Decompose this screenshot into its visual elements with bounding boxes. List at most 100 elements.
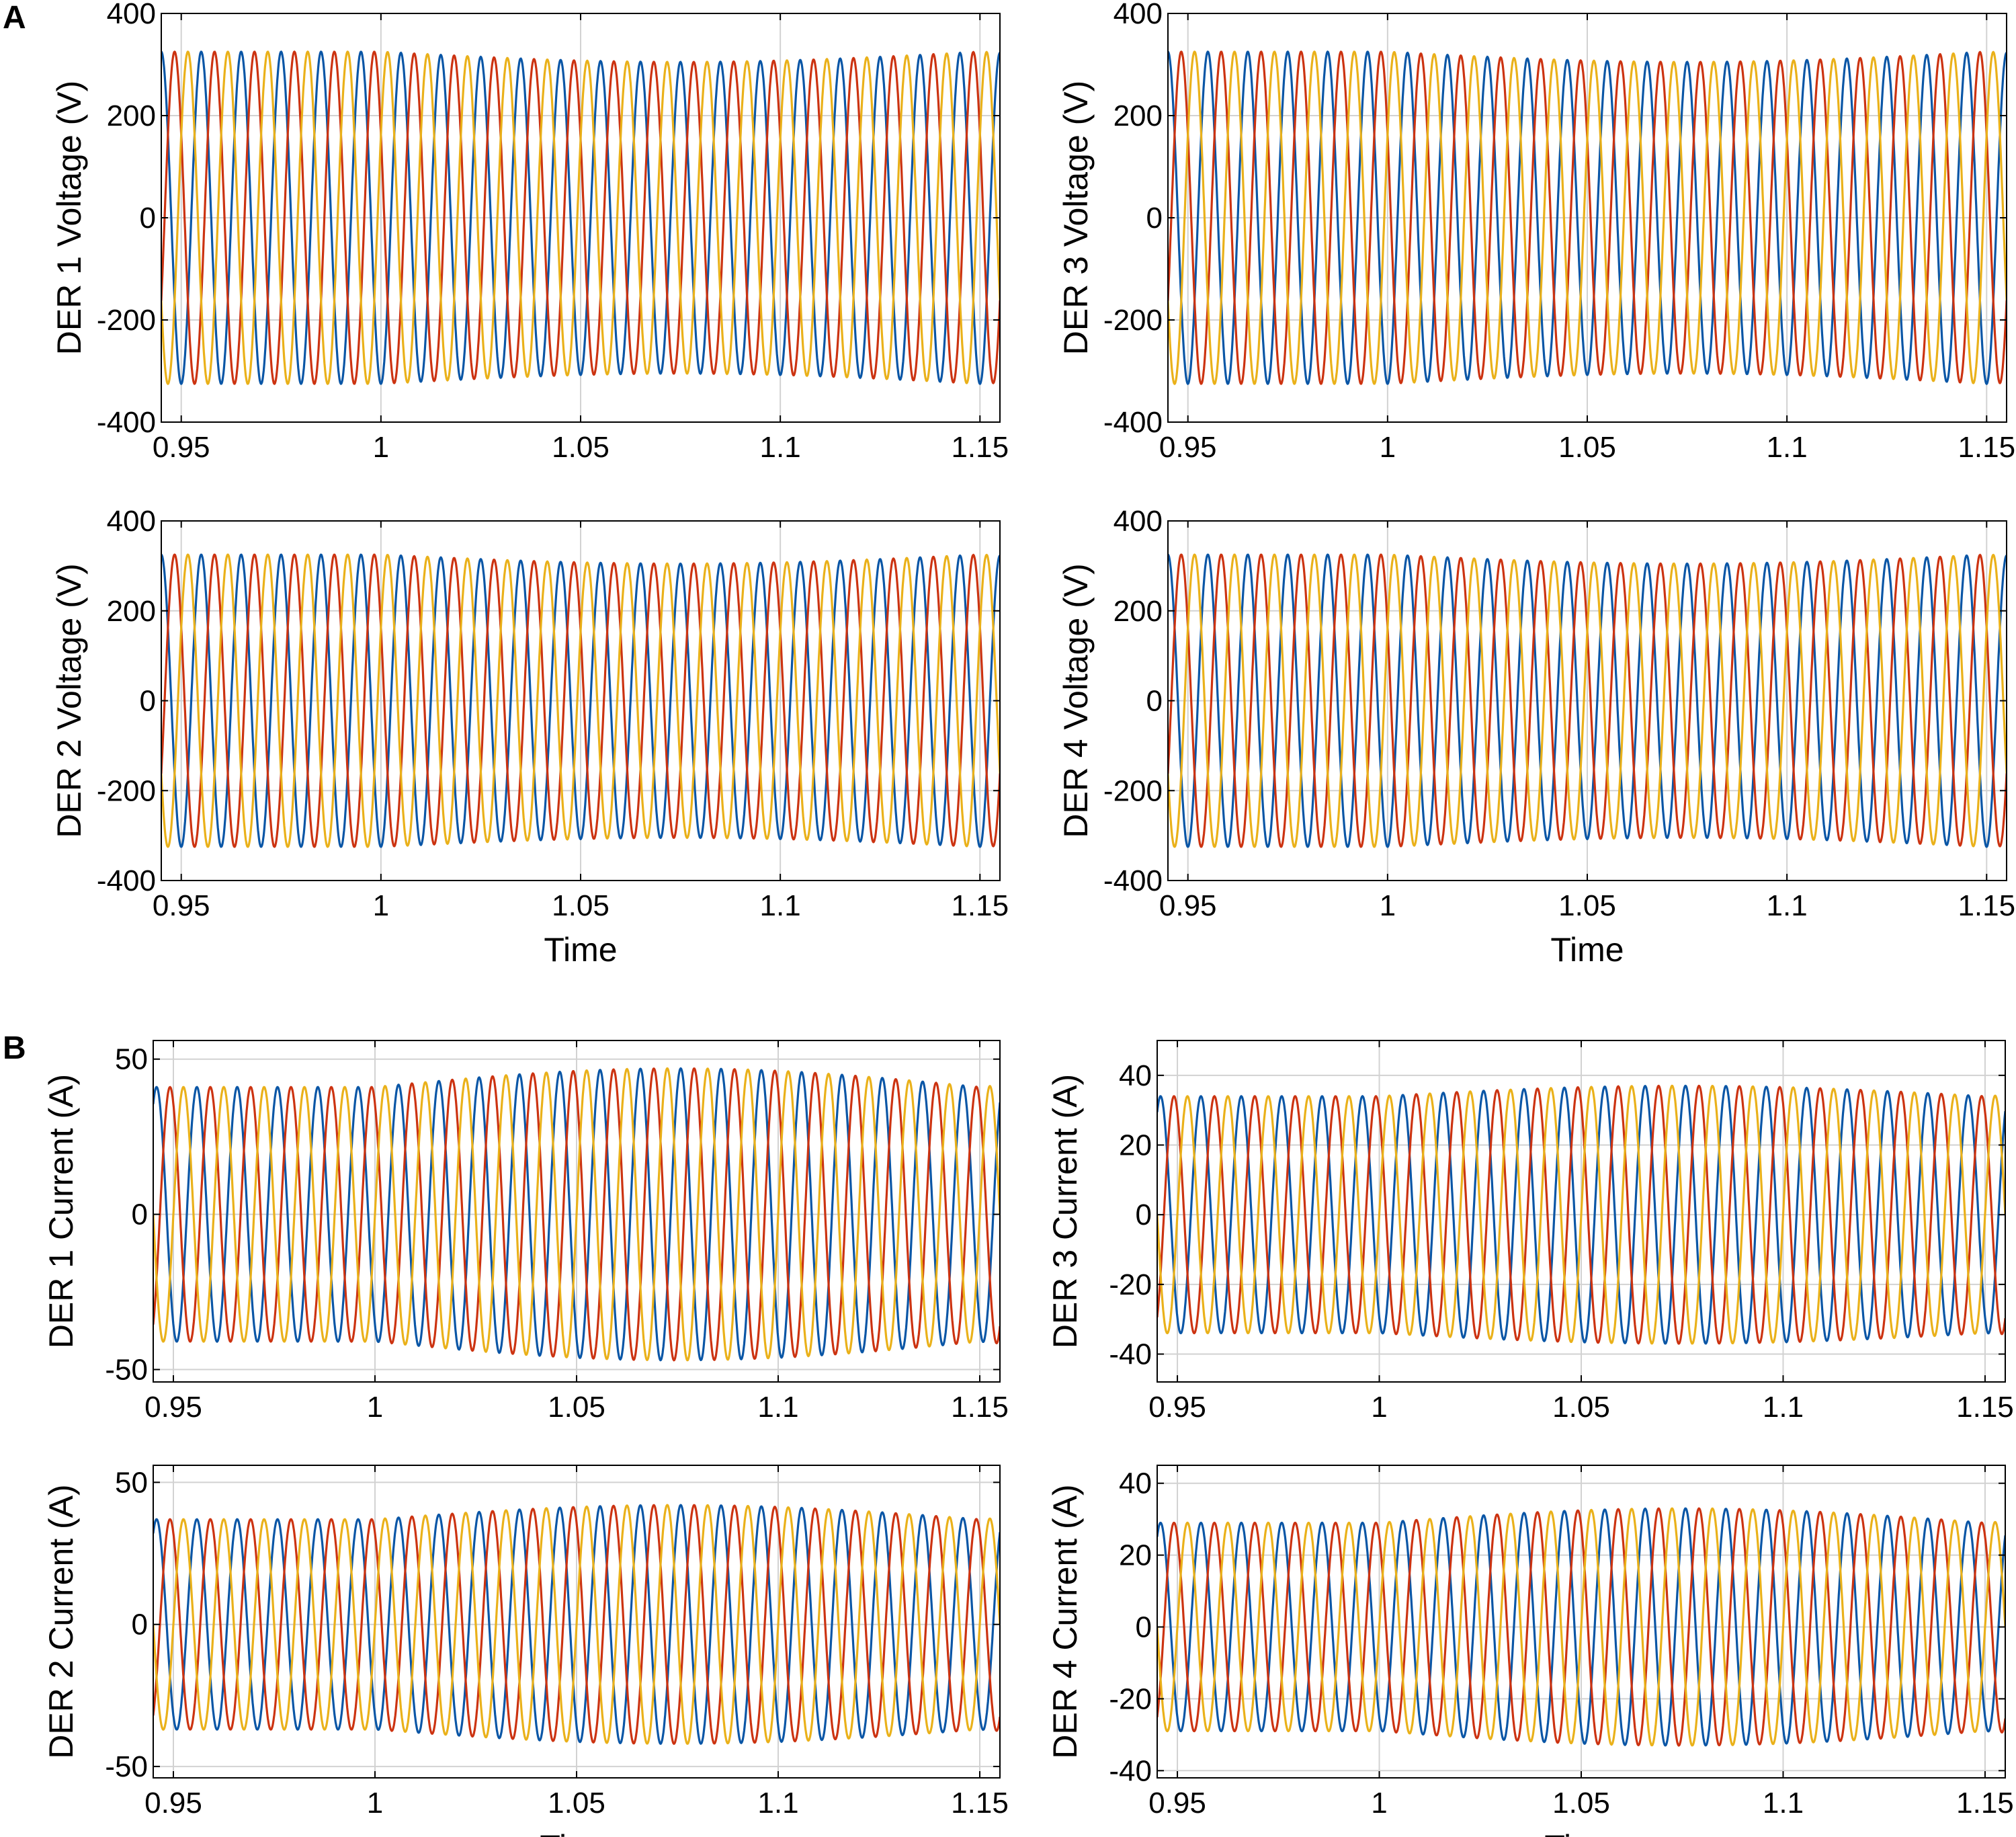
y-tick-label: 0 [1146, 685, 1163, 718]
y-tick-label: -20 [1109, 1268, 1152, 1301]
series-line-3 [161, 50, 1000, 385]
series-line-1 [161, 50, 1000, 386]
x-tick-label: 1.15 [951, 889, 1009, 922]
x-axis-label: Time [1544, 1828, 1618, 1837]
y-tick-label: 200 [107, 99, 156, 132]
y-tick-label: 400 [107, 505, 156, 538]
y-tick-label: 200 [107, 595, 156, 628]
x-tick-label: 1.15 [951, 431, 1009, 464]
y-tick-label: 40 [1119, 1059, 1152, 1092]
series-line-3 [1157, 1507, 2005, 1747]
plot-panel: 0.95 1 1.05 1.1 1.15 -40 -20 0 20 40 DER 4 Current… [1046, 1465, 2014, 1837]
y-tick-label: 0 [132, 1198, 148, 1231]
x-tick-label: 0.95 [153, 889, 210, 922]
x-tick-label: 0.95 [1148, 1787, 1206, 1820]
plot-panel: 0.95 1 1.05 1.1 1.15 -400 -200 0 200 400 DER 2 Vol… [50, 505, 1009, 969]
x-tick-label: 1 [367, 1787, 383, 1820]
x-tick-label: 1.1 [757, 1787, 798, 1820]
x-tick-label: 1 [1371, 1391, 1387, 1424]
y-tick-label: -400 [97, 406, 156, 439]
panel-letter-a: A [3, 0, 26, 36]
x-tick-label: 1.05 [1552, 1787, 1610, 1820]
y-axis-label: DER 2 Voltage (V) [50, 563, 88, 838]
x-tick-label: 0.95 [1148, 1391, 1206, 1424]
y-axis-label: DER 1 Voltage (V) [50, 81, 88, 356]
x-tick-label: 1.15 [1956, 1787, 2014, 1820]
x-tick-label: 1.05 [548, 1391, 605, 1424]
y-tick-label: -400 [1103, 406, 1163, 439]
plot-panel: 0.95 1 1.05 1.1 1.15 -50 0 50 DER 1 Current (A) [42, 1040, 1009, 1424]
plot-panel: 0.95 1 1.05 1.1 1.15 -40 -20 0 20 40 DER 3 Current… [1046, 1040, 2014, 1424]
x-tick-label: 1.15 [1956, 1391, 2014, 1424]
y-tick-label: -50 [105, 1354, 148, 1387]
x-tick-label: 1.1 [1763, 1787, 1804, 1820]
y-tick-label: -20 [1109, 1682, 1152, 1715]
series-line-3 [1168, 553, 2007, 848]
y-tick-label: 400 [1114, 0, 1163, 30]
y-axis-label: DER 2 Current (A) [42, 1484, 80, 1758]
y-tick-label: 50 [115, 1466, 148, 1499]
x-tick-label: 1.15 [951, 1787, 1009, 1820]
x-tick-label: 1.1 [1767, 431, 1808, 464]
series-line-2 [153, 1504, 1000, 1746]
series-line-1 [153, 1504, 1000, 1745]
y-tick-label: -200 [1103, 304, 1163, 337]
series-line-1 [1157, 1507, 2005, 1747]
series-line-3 [1168, 50, 2007, 385]
y-tick-label: 0 [140, 202, 156, 235]
y-tick-label: -50 [105, 1750, 148, 1783]
y-tick-label: -200 [97, 304, 156, 337]
x-tick-label: 1.1 [757, 1391, 798, 1424]
x-tick-label: 0.95 [144, 1787, 202, 1820]
series-line-1 [1157, 1084, 2005, 1345]
y-tick-label: -400 [97, 864, 156, 897]
series-line-2 [1157, 1507, 2005, 1747]
y-tick-label: 50 [115, 1043, 148, 1076]
x-tick-label: 1 [373, 889, 389, 922]
y-tick-label: -200 [97, 774, 156, 807]
series-line-2 [153, 1067, 1000, 1362]
x-tick-label: 1.15 [1958, 889, 2015, 922]
x-tick-label: 1.05 [548, 1787, 605, 1820]
x-tick-label: 1 [1371, 1787, 1387, 1820]
y-tick-label: -200 [1103, 774, 1163, 807]
y-axis-label: DER 3 Current (A) [1046, 1074, 1084, 1348]
series-line-3 [1157, 1084, 2005, 1345]
y-tick-label: 20 [1119, 1129, 1152, 1162]
y-tick-label: 0 [1136, 1611, 1152, 1644]
series-line-3 [153, 1067, 1000, 1362]
plot-panel: 0.95 1 1.05 1.1 1.15 -400 -200 0 200 400 DER 1 Vol… [50, 0, 1009, 464]
plot-panel: 0.95 1 1.05 1.1 1.15 -400 -200 0 200 400 DER 3 Vol… [1057, 0, 2015, 464]
x-tick-label: 0.95 [153, 431, 210, 464]
panel-letter-b: B [3, 1030, 26, 1066]
y-tick-label: -40 [1109, 1338, 1152, 1371]
x-tick-label: 1 [373, 431, 389, 464]
x-axis-label: Time [1550, 931, 1624, 969]
x-axis-label: Time [544, 931, 617, 969]
series-line-1 [1168, 50, 2007, 386]
x-tick-label: 1 [367, 1391, 383, 1424]
y-axis-label: DER 4 Current (A) [1046, 1484, 1084, 1758]
plot-panel: 0.95 1 1.05 1.1 1.15 -400 -200 0 200 400 DER 4 Vol… [1057, 505, 2015, 969]
series-line-1 [153, 1067, 1000, 1362]
x-tick-label: 1.1 [760, 431, 801, 464]
y-tick-label: 400 [1114, 505, 1163, 538]
y-tick-label: -400 [1103, 864, 1163, 897]
x-tick-label: 1.1 [760, 889, 801, 922]
x-tick-label: 1 [1380, 431, 1396, 464]
x-tick-label: 1.15 [951, 1391, 1009, 1424]
x-tick-label: 1.05 [552, 431, 610, 464]
plot-panel: 0.95 1 1.05 1.1 1.15 -50 0 50 DER 2 Current (A) T… [42, 1465, 1009, 1837]
x-tick-label: 1 [1380, 889, 1396, 922]
series-line-1 [1168, 553, 2007, 848]
series-line-3 [161, 553, 1000, 848]
y-tick-label: 0 [1146, 202, 1163, 235]
x-tick-label: 1.05 [552, 889, 610, 922]
x-tick-label: 1.05 [1552, 1391, 1610, 1424]
y-tick-label: -40 [1109, 1754, 1152, 1787]
y-tick-label: 200 [1114, 99, 1163, 132]
y-tick-label: 40 [1119, 1467, 1152, 1500]
series-line-2 [1157, 1084, 2005, 1345]
